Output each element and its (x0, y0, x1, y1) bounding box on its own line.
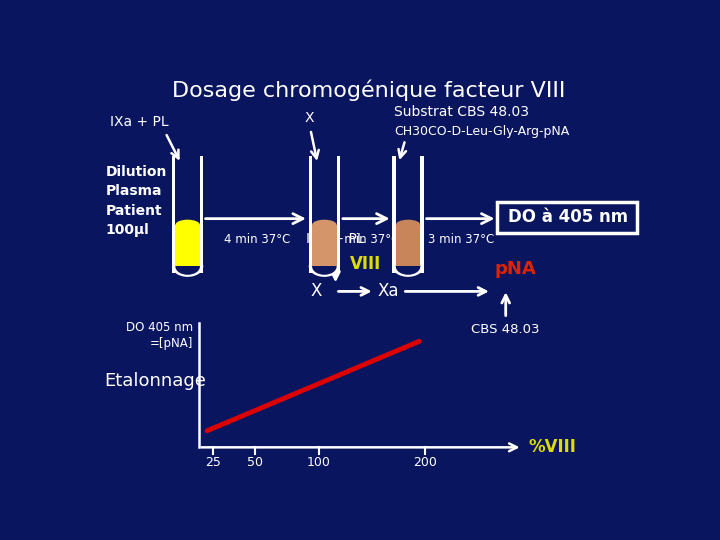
Bar (396, 163, 420, 225)
Text: 25: 25 (204, 456, 221, 469)
Text: %VIII: %VIII (528, 438, 576, 456)
Bar (312, 225, 337, 266)
Ellipse shape (392, 256, 423, 277)
Text: 3 min 37°C: 3 min 37°C (428, 233, 494, 246)
Text: IXa + PL: IXa + PL (306, 232, 365, 246)
Text: 200: 200 (413, 456, 437, 469)
Text: CH30CO-D-Leu-Gly-Arg-pNA: CH30CO-D-Leu-Gly-Arg-pNA (394, 125, 570, 138)
FancyBboxPatch shape (498, 202, 637, 233)
Text: 4 min 37°C: 4 min 37°C (333, 233, 400, 246)
Text: 4 min 37°C: 4 min 37°C (224, 233, 291, 246)
Text: X: X (305, 111, 315, 125)
Text: Dilution
Plasma
Patient
100µl: Dilution Plasma Patient 100µl (106, 165, 167, 237)
Bar (172, 156, 176, 273)
Text: DO 405 nm
=[pNA]: DO 405 nm =[pNA] (126, 321, 193, 349)
Bar (309, 156, 312, 273)
Ellipse shape (176, 258, 200, 275)
Ellipse shape (309, 256, 340, 277)
Text: Dosage chromogénique facteur VIII: Dosage chromogénique facteur VIII (172, 79, 566, 101)
Text: 100: 100 (307, 456, 330, 469)
Ellipse shape (312, 258, 337, 275)
Bar (420, 156, 423, 273)
Ellipse shape (396, 258, 420, 275)
Bar (337, 156, 340, 273)
Bar (200, 156, 203, 273)
Text: X: X (310, 282, 322, 300)
Bar (176, 225, 200, 266)
Ellipse shape (312, 220, 337, 230)
Bar (312, 163, 337, 225)
Text: Xa: Xa (377, 282, 399, 300)
Ellipse shape (172, 256, 203, 277)
Bar (176, 163, 200, 225)
Text: 50: 50 (247, 456, 263, 469)
Text: Etalonnage: Etalonnage (104, 372, 206, 390)
Text: Substrat CBS 48.03: Substrat CBS 48.03 (394, 105, 529, 119)
Ellipse shape (176, 220, 200, 230)
Ellipse shape (396, 220, 420, 230)
Text: IXa + PL: IXa + PL (109, 115, 168, 129)
Text: VIII: VIII (349, 255, 381, 273)
Text: pNA: pNA (495, 260, 536, 278)
Bar (396, 225, 420, 266)
Text: DO à 405 nm: DO à 405 nm (508, 208, 629, 226)
Bar (392, 156, 396, 273)
Text: CBS 48.03: CBS 48.03 (472, 322, 540, 335)
